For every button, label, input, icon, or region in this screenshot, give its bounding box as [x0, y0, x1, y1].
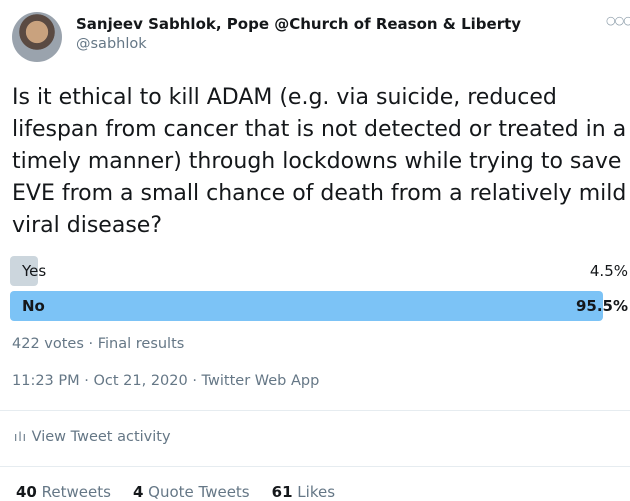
author-handle[interactable]: @sabhlok [76, 36, 147, 52]
timestamp[interactable]: 11:23 PM · Oct 21, 2020 · Twitter Web Ap… [12, 373, 319, 389]
more-menu[interactable]: ○○○ [606, 14, 630, 27]
stat[interactable]: 61 Likes [272, 483, 335, 501]
poll-percent: 95.5% [576, 291, 628, 321]
activity-text: View Tweet activity [32, 429, 171, 445]
stat-label: Likes [297, 483, 335, 501]
stat-label: Retweets [42, 483, 111, 501]
poll-summary: 422 votes · Final results [12, 336, 184, 352]
tweet: Sanjeev Sabhlok, Pope @Church of Reason … [0, 0, 630, 501]
text-line: timely manner) through lockdowns while t… [12, 146, 621, 178]
poll-percent: 4.5% [590, 256, 628, 286]
avatar[interactable] [12, 12, 62, 62]
text-line: lifespan from cancer that is not detecte… [12, 114, 626, 146]
activity-icon: ılı [14, 430, 27, 444]
text-line: viral disease? [12, 210, 162, 242]
text-line: EVE from a small chance of death from a … [12, 178, 626, 210]
divider [0, 466, 630, 467]
poll-option: No [22, 291, 45, 321]
divider [0, 410, 630, 411]
poll-option: Yes [22, 256, 46, 286]
activity-link[interactable]: ılı View Tweet activity [14, 429, 171, 445]
author-name[interactable]: Sanjeev Sabhlok, Pope @Church of Reason … [76, 15, 521, 33]
stat-count: 61 [272, 483, 293, 501]
stat-count: 4 [133, 483, 143, 501]
text-line: Is it ethical to kill ADAM (e.g. via sui… [12, 82, 557, 114]
stat[interactable]: 40 Retweets [16, 483, 111, 501]
stat[interactable]: 4 Quote Tweets [133, 483, 250, 501]
stat-label: Quote Tweets [148, 483, 249, 501]
poll-bar [10, 291, 603, 321]
stat-count: 40 [16, 483, 37, 501]
